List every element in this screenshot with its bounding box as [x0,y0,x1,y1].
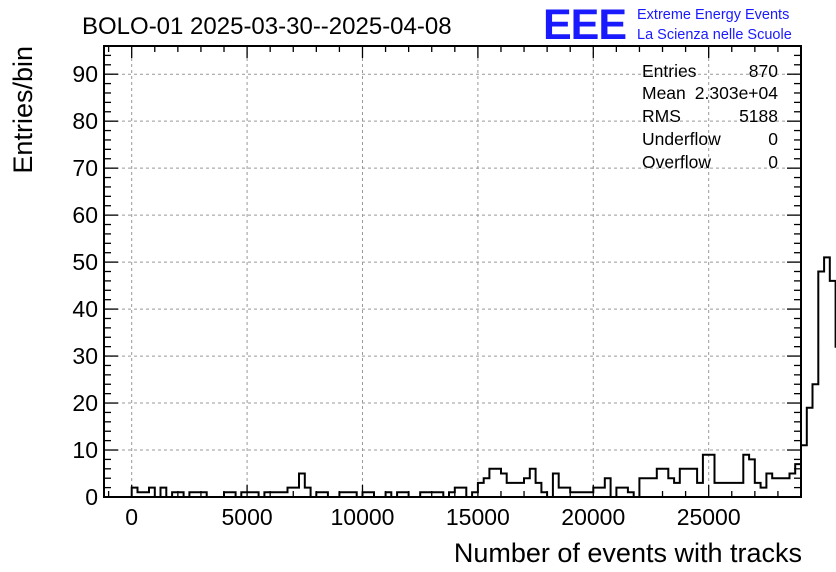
x-tick-label: 5000 [222,504,273,530]
y-tick-label: 70 [72,155,98,181]
y-tick-label: 80 [72,108,98,134]
chart-title: BOLO-01 2025-03-30--2025-04-08 [82,13,452,40]
stats-box: Entries 870 Mean 2.303e+04 RMS 5188 Unde… [642,61,778,172]
x-tick-label: 10000 [331,504,395,530]
stats-mean-label: Mean [642,83,686,103]
y-tick-label: 60 [72,202,98,228]
stats-rms-value: 5188 [739,106,778,126]
y-tick-label: 30 [72,343,98,369]
y-tick-label: 50 [72,249,98,275]
logo-line-2: La Scienza nelle Scuole [637,27,792,43]
y-axis-label: Entries/bin [8,46,38,174]
stats-overflow-value: 0 [768,152,778,172]
y-tick-label: 20 [72,390,98,416]
y-tick-label: 0 [85,484,98,510]
stats-rms-label: RMS [642,106,681,126]
stats-underflow-label: Underflow [642,129,721,149]
stats-overflow-label: Overflow [642,152,711,172]
plot-frame [103,45,802,498]
stats-entries-value: 870 [749,61,778,81]
stats-mean-value: 2.303e+04 [695,83,778,103]
eee-logo-mark: EEE [543,1,626,49]
stats-underflow-value: 0 [768,129,778,149]
x-tick-label: 20000 [561,504,625,530]
x-tick-label: 25000 [677,504,741,530]
x-tick-label: 0 [125,504,138,530]
y-tick-label: 10 [72,437,98,463]
y-tick-label: 90 [72,61,98,87]
logo-line-1: Extreme Energy Events [637,7,789,23]
grid-lines [104,46,801,498]
x-tick-label: 15000 [446,504,510,530]
axis-ticks [104,45,802,498]
tick-labels: 0 5000 10000 15000 20000 25000 0 10 20 30 40 50 60 70… [72,61,740,530]
eee-logo: EEE Extreme Energy Events La Scienza nel… [543,1,792,49]
x-axis-label: Number of events with tracks [454,538,802,568]
stats-entries-label: Entries [642,61,697,81]
y-tick-label: 40 [72,296,98,322]
histogram-line [130,256,836,498]
